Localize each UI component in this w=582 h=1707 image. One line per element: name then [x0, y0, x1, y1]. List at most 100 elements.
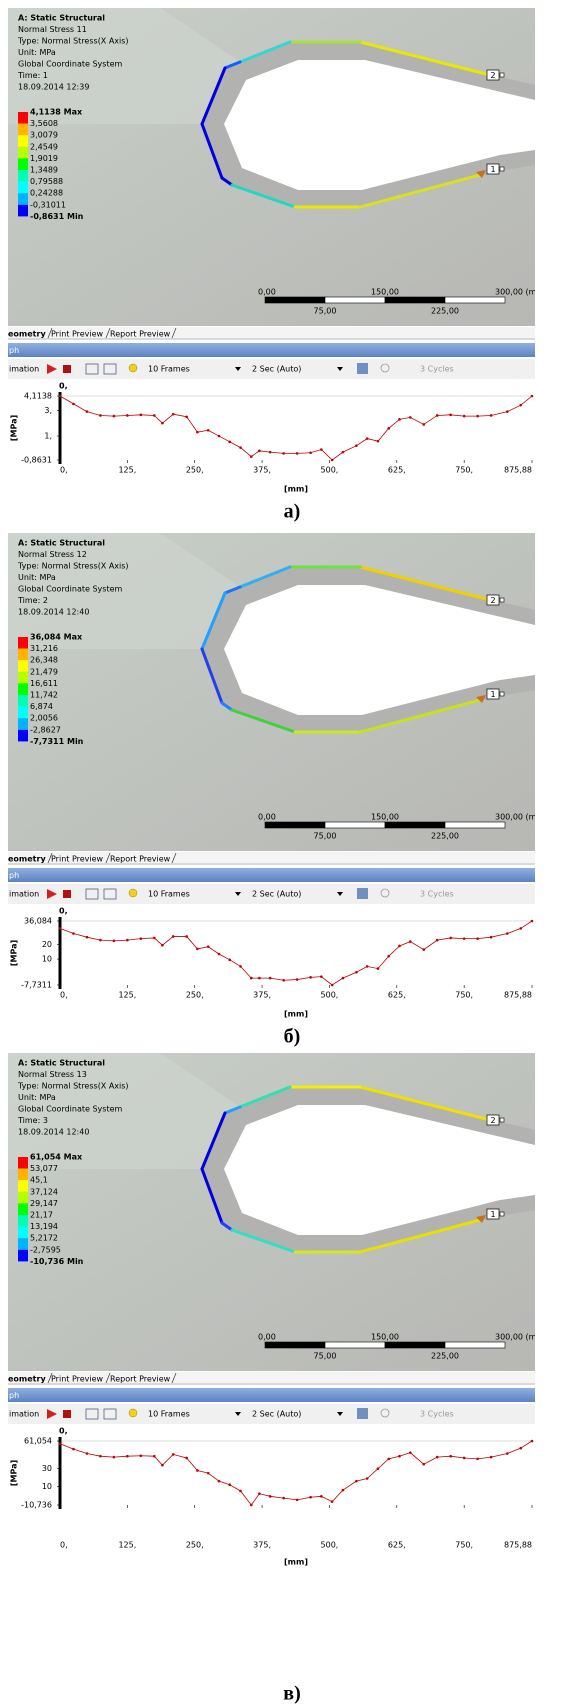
y-tick-label: -7,7311	[21, 981, 52, 990]
speed-select[interactable]: 2 Sec (Auto)	[252, 890, 301, 899]
legend-label: 21,17	[30, 1211, 53, 1220]
export-icon[interactable]	[357, 888, 368, 899]
scale-label: 300,00 (mm)	[495, 1333, 547, 1342]
data-point	[398, 1455, 401, 1458]
cursor-label: 0,	[59, 907, 68, 916]
data-point	[296, 978, 299, 981]
data-point	[409, 416, 412, 419]
data-point	[309, 1496, 312, 1499]
export-icon[interactable]	[357, 363, 368, 374]
scale-label: 225,00	[431, 1352, 459, 1361]
legend-label: 1,9019	[30, 154, 58, 163]
y-tick-label: 30	[42, 1464, 52, 1473]
info-line: Unit: MPa	[18, 573, 56, 582]
data-point	[320, 1495, 323, 1498]
tab[interactable]: Report Preview	[110, 855, 171, 864]
x-tick-label: 500,	[321, 1541, 339, 1550]
data-point	[506, 932, 509, 935]
tab[interactable]: eometry	[8, 1375, 46, 1384]
legend-swatch	[18, 170, 28, 182]
data-point	[113, 415, 116, 418]
data-point	[331, 984, 334, 987]
speed-select[interactable]: 2 Sec (Auto)	[252, 1410, 301, 1419]
stop-button[interactable]	[63, 365, 71, 373]
tab[interactable]: Print Preview	[51, 855, 104, 864]
x-tick-label: 750,	[455, 991, 473, 1000]
export-icon[interactable]	[357, 1408, 368, 1419]
legend-label: -2,8627	[30, 725, 61, 734]
frames-select[interactable]: 10 Frames	[148, 1410, 190, 1419]
data-point	[331, 459, 334, 462]
data-point	[355, 971, 358, 974]
data-point	[377, 440, 380, 443]
data-point	[228, 959, 231, 962]
legend-label: 1,3489	[30, 166, 58, 175]
data-point	[59, 927, 62, 930]
legend-label: -2,7595	[30, 1245, 61, 1254]
tab[interactable]: Print Preview	[51, 1375, 104, 1384]
legend-swatch	[18, 672, 28, 684]
data-point	[355, 1480, 358, 1483]
x-tick-label: 375,	[253, 991, 271, 1000]
bulb-icon[interactable]	[129, 364, 137, 372]
tab[interactable]: Report Preview	[110, 330, 171, 339]
x-tick-label: 250,	[186, 466, 204, 475]
frames-select[interactable]: 10 Frames	[148, 890, 190, 899]
x-tick-label: 250,	[186, 1541, 204, 1550]
caption: в)	[283, 1683, 300, 1705]
legend-swatch	[18, 1238, 28, 1250]
data-point	[519, 927, 522, 930]
tab[interactable]: eometry	[8, 330, 46, 339]
x-tick-label: 0,	[60, 466, 68, 475]
x-tick-label: 500,	[321, 466, 339, 475]
x-tick-label: 875,88	[504, 991, 532, 1000]
stress-line	[60, 1441, 532, 1505]
scale-label: 150,00	[371, 288, 399, 297]
legend-label: 2,4549	[30, 142, 58, 151]
y-tick-label: 4,1138	[24, 392, 52, 401]
bulb-icon[interactable]	[129, 1409, 137, 1417]
speed-select[interactable]: 2 Sec (Auto)	[252, 365, 301, 374]
frames-select[interactable]: 10 Frames	[148, 365, 190, 374]
scale-label: 150,00	[371, 813, 399, 822]
cycles-label[interactable]: 3 Cycles	[420, 365, 454, 374]
caption: а)	[284, 501, 301, 523]
data-point	[387, 955, 390, 958]
legend-swatch	[18, 637, 28, 649]
y-tick-label: 36,084	[24, 917, 52, 926]
data-point	[490, 414, 493, 417]
data-point	[72, 1448, 75, 1451]
data-point	[172, 935, 175, 938]
data-point	[436, 414, 439, 417]
data-point	[218, 953, 221, 956]
data-point	[59, 395, 62, 398]
tab[interactable]: Report Preview	[110, 1375, 171, 1384]
data-point	[331, 1500, 334, 1503]
tab[interactable]: eometry	[8, 855, 46, 864]
legend-label: 0,24288	[30, 189, 63, 198]
cycles-label[interactable]: 3 Cycles	[420, 890, 454, 899]
x-tick-label: 125,	[118, 1541, 136, 1550]
probe-pin	[500, 167, 504, 171]
y-axis-label: [MPa]	[10, 940, 19, 966]
data-point	[436, 939, 439, 942]
data-point	[86, 1452, 89, 1455]
legend-label: 11,742	[30, 691, 58, 700]
probe-label: 1	[490, 165, 495, 174]
data-point	[86, 410, 89, 413]
data-point	[506, 1452, 509, 1455]
data-point	[113, 1456, 116, 1459]
bulb-icon[interactable]	[129, 889, 137, 897]
data-point	[377, 1467, 380, 1470]
scale-label: 300,00 (mm)	[495, 288, 547, 297]
stop-button[interactable]	[63, 890, 71, 898]
info-line: Normal Stress 11	[18, 25, 87, 34]
stop-button[interactable]	[63, 1410, 71, 1418]
x-tick-label: 0,	[60, 991, 68, 1000]
data-point	[506, 410, 509, 413]
info-title: A: Static Structural	[18, 1059, 105, 1068]
tab[interactable]: Print Preview	[51, 330, 104, 339]
scale-label: 225,00	[431, 307, 459, 316]
cycles-label[interactable]: 3 Cycles	[420, 1410, 454, 1419]
